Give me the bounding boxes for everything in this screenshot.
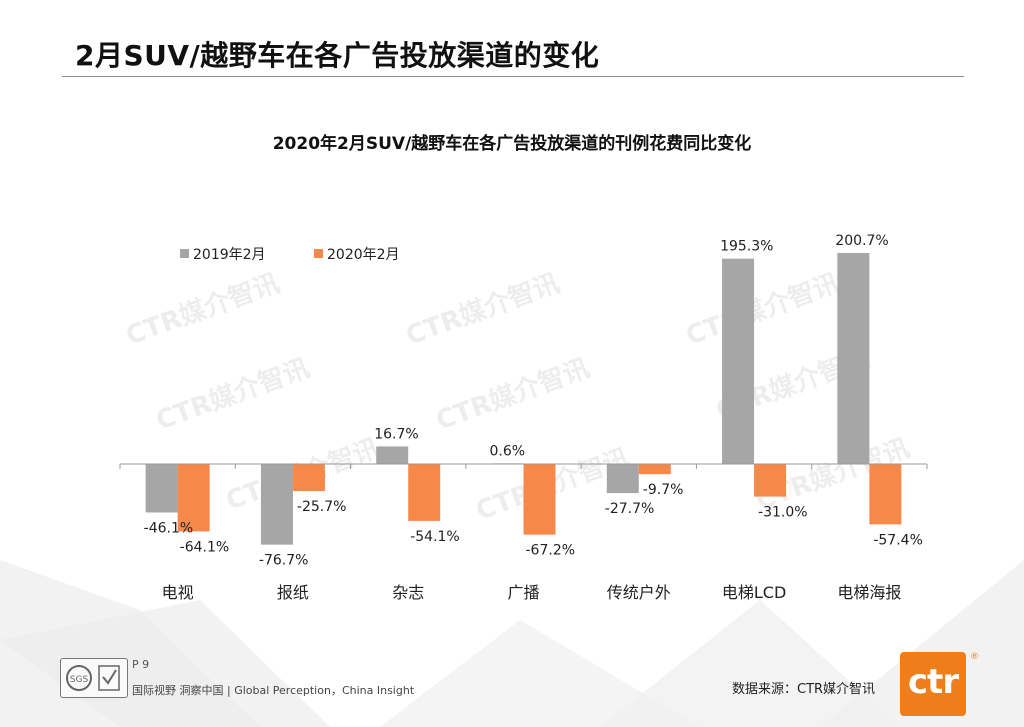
bar-group xyxy=(145,252,902,545)
svg-text:SGS: SGS xyxy=(70,675,89,685)
bar-2019-3 xyxy=(376,446,409,464)
data-label: -67.2% xyxy=(526,543,576,559)
data-label: -31.0% xyxy=(758,505,808,521)
legend-label-2: 2020年2月 xyxy=(327,247,400,263)
bar-2019-5 xyxy=(606,464,639,494)
bar-2020-3 xyxy=(408,464,441,521)
bar-2019-2 xyxy=(260,464,293,545)
category-labels: 电视 报纸 杂志 广播 传统户外 电梯LCD 电梯海报 xyxy=(162,583,902,602)
data-label: -27.7% xyxy=(605,501,655,517)
watermark-text: CTR媒介智讯 xyxy=(152,353,313,436)
data-label: 16.7% xyxy=(374,426,418,442)
category-label: 电视 xyxy=(162,583,194,602)
legend-swatch-1 xyxy=(180,249,189,258)
bar-2020-6 xyxy=(754,464,787,497)
data-label: -64.1% xyxy=(180,539,230,555)
legend-label-1: 2019年2月 xyxy=(193,247,266,263)
bar-2020-4 xyxy=(523,464,556,535)
category-label: 传统户外 xyxy=(607,583,671,602)
category-label: 广播 xyxy=(507,583,539,602)
value-labels: -46.1% -64.1% -76.7% -25.7% 16.7% -54.1% 0.6% -… xyxy=(144,233,923,569)
data-label: -57.4% xyxy=(873,532,923,548)
bar-2019-7 xyxy=(837,252,870,464)
data-label: -54.1% xyxy=(410,529,460,545)
registered-icon: ® xyxy=(970,652,979,662)
data-label: -25.7% xyxy=(297,499,347,515)
chart-legend: 2019年2月 2020年2月 xyxy=(180,247,400,263)
bar-2020-2 xyxy=(292,464,325,492)
data-source: 数据来源：CTR媒介智讯 xyxy=(732,682,876,697)
watermark-text: CTR媒介智讯 xyxy=(682,268,843,351)
bar-2019-1 xyxy=(145,464,178,513)
watermark-text: CTR媒介智讯 xyxy=(432,353,593,436)
certification-logo: SGS xyxy=(60,658,128,698)
bar-2020-7 xyxy=(869,464,902,525)
bar-2020-1 xyxy=(177,464,210,532)
page-title: 2月SUV/越野车在各广告投放渠道的变化 xyxy=(75,39,600,72)
chart-title: 2020年2月SUV/越野车在各广告投放渠道的刊例花费同比变化 xyxy=(273,133,752,154)
data-label: -76.7% xyxy=(259,553,309,569)
data-label: -46.1% xyxy=(144,520,194,536)
axis-ticks xyxy=(119,464,928,469)
page-number: P 9 xyxy=(132,658,150,671)
bar-2019-6 xyxy=(722,258,755,464)
title-divider xyxy=(62,76,964,77)
data-label: -9.7% xyxy=(643,482,684,498)
ctr-logo: ctr xyxy=(900,652,966,716)
watermark-text: CTR媒介智讯 xyxy=(402,268,563,351)
category-label: 报纸 xyxy=(277,583,309,602)
watermark-text: CTR媒介智讯 xyxy=(122,268,283,351)
category-label: 电梯LCD xyxy=(722,583,786,602)
footer-slogan: 国际视野 洞察中国 | Global Perception，China Insi… xyxy=(132,684,415,697)
legend-swatch-2 xyxy=(314,249,323,258)
category-label: 杂志 xyxy=(392,583,424,602)
data-label: 195.3% xyxy=(720,239,773,255)
bar-2020-5 xyxy=(638,464,671,475)
category-label: 电梯海报 xyxy=(837,583,901,602)
ctr-logo-text: ctr xyxy=(907,662,959,702)
data-label: 0.6% xyxy=(490,443,526,459)
data-label: 200.7% xyxy=(835,233,888,249)
